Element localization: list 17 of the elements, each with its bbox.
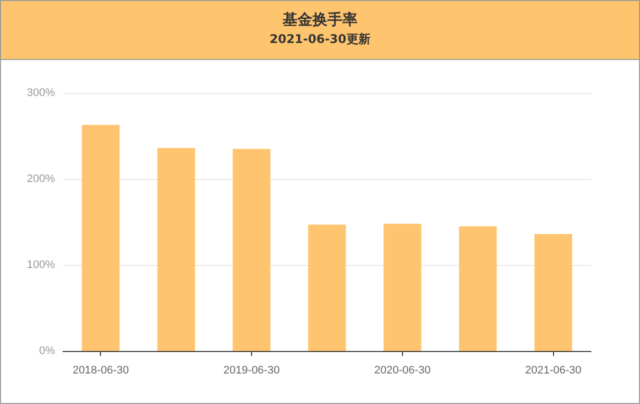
x-tick-label: 2019-06-30 [223,364,280,376]
x-tick-label: 2018-06-30 [72,364,129,376]
y-tick-label: 300% [26,87,56,99]
bar [534,234,572,351]
bar [157,148,195,351]
x-tick-label: 2021-06-30 [525,364,582,376]
bar [459,226,497,351]
y-tick-label: 100% [26,259,56,271]
bar [82,124,120,351]
x-tick-label: 2020-06-30 [374,364,431,376]
y-tick-label: 200% [26,173,56,185]
y-tick-label: 0% [39,345,56,357]
bar [232,148,270,351]
chart-title: 基金换手率 [282,10,358,28]
chart-subtitle: 2021-06-30更新 [270,32,370,46]
bar [308,224,346,351]
bar [384,224,422,351]
